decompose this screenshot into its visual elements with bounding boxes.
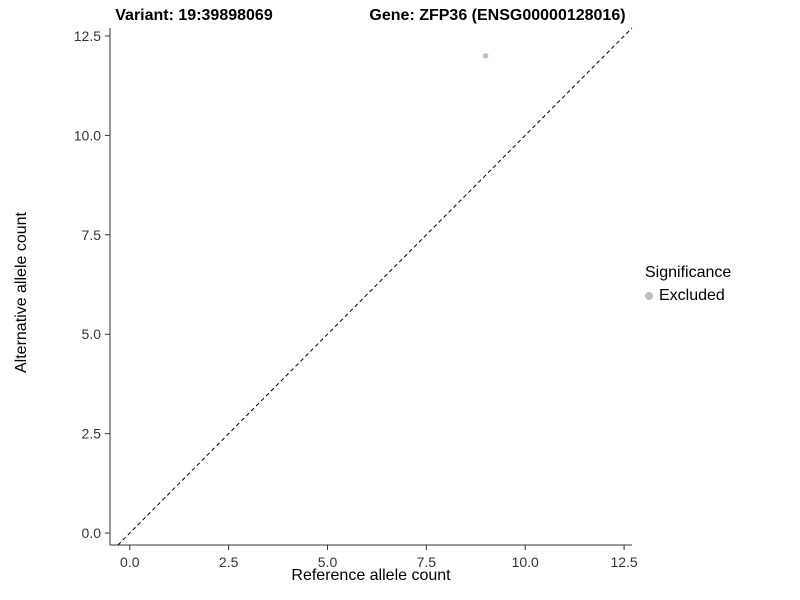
- y-tick-label: 0.0: [82, 525, 102, 541]
- legend-title: Significance: [645, 264, 732, 281]
- y-tick-label: 5.0: [82, 326, 102, 342]
- legend-entry-label: Excluded: [659, 287, 725, 304]
- plot-title-gene: Gene: ZFP36 (ENSG00000128016): [369, 7, 626, 24]
- identity-line: [117, 27, 633, 546]
- x-tick-label: 12.5: [610, 554, 637, 570]
- y-tick-label: 2.5: [82, 426, 102, 442]
- x-tick-label: 0.0: [120, 554, 140, 570]
- y-tick-label: 12.5: [74, 28, 101, 44]
- x-axis-label: Reference allele count: [291, 567, 451, 584]
- legend-entry-excluded: Excluded: [645, 287, 731, 305]
- legend: Significance Excluded: [645, 264, 731, 305]
- data-point: [482, 53, 489, 59]
- x-tick-label: 2.5: [219, 554, 239, 570]
- y-tick-label: 7.5: [82, 227, 102, 243]
- x-tick-label: 5.0: [318, 554, 338, 570]
- y-axis-label: Alternative allele count: [13, 212, 30, 373]
- x-tick-label: 7.5: [417, 554, 437, 570]
- legend-point-swatch: [645, 292, 653, 300]
- plot-title-variant: Variant: 19:39898069: [115, 7, 273, 24]
- x-tick-label: 10.0: [512, 554, 539, 570]
- y-tick-label: 10.0: [74, 127, 101, 143]
